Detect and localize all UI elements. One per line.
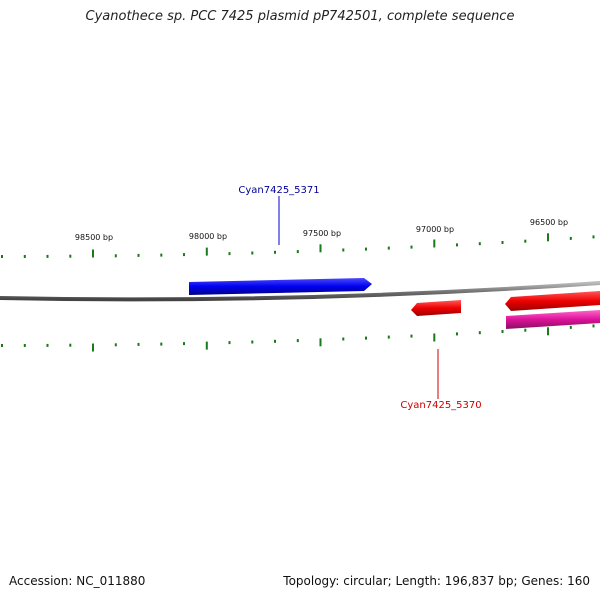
minor-tick [69, 343, 72, 347]
gene-label-cyan7425-5371: Cyan7425_5371 [238, 185, 319, 196]
minor-tick [251, 340, 254, 344]
tick-label-96500: 96500 bp [530, 218, 568, 227]
minor-tick [160, 253, 163, 257]
major-tick [205, 247, 208, 256]
minor-tick [251, 251, 254, 255]
minor-tick [592, 324, 595, 328]
minor-tick [46, 343, 49, 347]
plasmid-backbone [0, 281, 600, 302]
accession-text: Accession: NC_011880 [9, 574, 146, 588]
minor-tick [183, 253, 185, 257]
minor-tick [387, 246, 390, 250]
major-tick [319, 338, 322, 347]
tick-label-97500: 97500 bp [303, 229, 341, 238]
minor-tick [137, 253, 140, 257]
minor-tick [410, 334, 413, 338]
minor-tick [569, 325, 572, 329]
tick-marks-inner [1, 324, 595, 352]
minor-tick [342, 248, 345, 252]
minor-tick [387, 335, 390, 339]
major-tick [205, 341, 208, 350]
tick-label-98500: 98500 bp [75, 233, 113, 242]
minor-tick [114, 343, 117, 347]
minor-tick [524, 328, 527, 332]
minor-tick [592, 235, 595, 239]
major-tick [547, 233, 549, 242]
major-tick [92, 249, 94, 258]
minor-tick [228, 341, 231, 345]
minor-tick [342, 337, 345, 341]
minor-tick [456, 243, 458, 247]
minor-tick [569, 236, 572, 240]
minor-tick [23, 344, 26, 347]
map-title: Cyanothece sp. PCC 7425 plasmid pP742501… [85, 9, 515, 24]
minor-tick [1, 344, 3, 347]
tick-label-97000: 97000 bp [416, 225, 454, 234]
minor-tick [296, 339, 299, 343]
gene-label-cyan7425-5370: Cyan7425_5370 [400, 400, 481, 411]
minor-tick [69, 254, 72, 258]
tick-marks-outer [1, 233, 595, 258]
minor-tick [228, 252, 231, 256]
minor-tick [274, 250, 276, 254]
minor-tick [365, 247, 367, 251]
minor-tick [46, 254, 49, 258]
minor-tick [365, 336, 367, 340]
tick-label-98000: 98000 bp [189, 232, 227, 241]
major-tick [433, 333, 436, 342]
minor-tick [23, 255, 26, 258]
major-tick [547, 327, 549, 336]
major-tick [433, 239, 436, 248]
minor-tick [524, 239, 527, 243]
minor-tick [478, 331, 481, 335]
minor-tick [296, 250, 299, 254]
minor-tick [274, 339, 276, 343]
major-tick [92, 343, 94, 352]
minor-tick [114, 254, 117, 258]
gene-magenta-right[interactable] [506, 310, 600, 329]
minor-tick [1, 255, 3, 258]
minor-tick [410, 245, 413, 249]
gene-cyan7425-5371[interactable] [189, 278, 372, 295]
gene-red-right[interactable] [505, 291, 600, 311]
minor-tick [501, 330, 504, 333]
major-tick [319, 244, 322, 253]
minor-tick [501, 241, 504, 244]
gene-cyan7425-5370[interactable] [411, 300, 461, 316]
minor-tick [183, 342, 185, 346]
minor-tick [478, 242, 481, 246]
minor-tick [137, 342, 140, 346]
topology-summary: Topology: circular; Length: 196,837 bp; … [283, 574, 590, 588]
minor-tick [160, 342, 163, 346]
minor-tick [456, 332, 458, 336]
